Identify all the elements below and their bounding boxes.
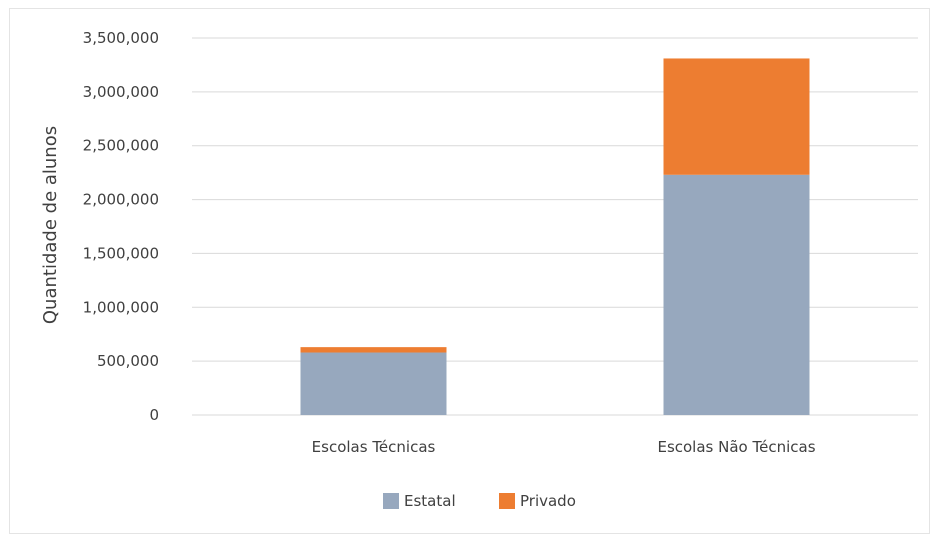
y-axis-title: Quantidade de alunos: [40, 126, 61, 324]
y-axis-tick-labels: 0 500,000 1,000,000 1,500,000 2,000,000 2,500…: [83, 29, 159, 424]
y-tick-label: 1,000,000: [83, 298, 159, 316]
x-tick-label: Escolas Não Técnicas: [657, 438, 815, 456]
y-tick-label: 2,500,000: [83, 137, 159, 155]
bars: [300, 58, 810, 415]
bar-privado-2: [663, 58, 810, 175]
bar-privado-1: [300, 347, 447, 353]
legend-swatch-estatal: [383, 493, 399, 509]
bar-estatal-2: [663, 174, 810, 415]
x-axis-tick-labels: Escolas Técnicas Escolas Não Técnicas: [312, 438, 816, 456]
legend: Estatal Privado: [383, 492, 576, 510]
y-tick-label: 0: [149, 406, 159, 424]
y-tick-label: 3,000,000: [83, 83, 159, 101]
bar-estatal-1: [300, 352, 447, 415]
legend-swatch-privado: [499, 493, 515, 509]
y-tick-label: 2,000,000: [83, 191, 159, 209]
y-tick-label: 3,500,000: [83, 29, 159, 47]
legend-label: Estatal: [404, 492, 456, 510]
y-tick-label: 1,500,000: [83, 244, 159, 262]
legend-label: Privado: [520, 492, 576, 510]
y-tick-label: 500,000: [97, 352, 159, 370]
x-tick-label: Escolas Técnicas: [312, 438, 436, 456]
